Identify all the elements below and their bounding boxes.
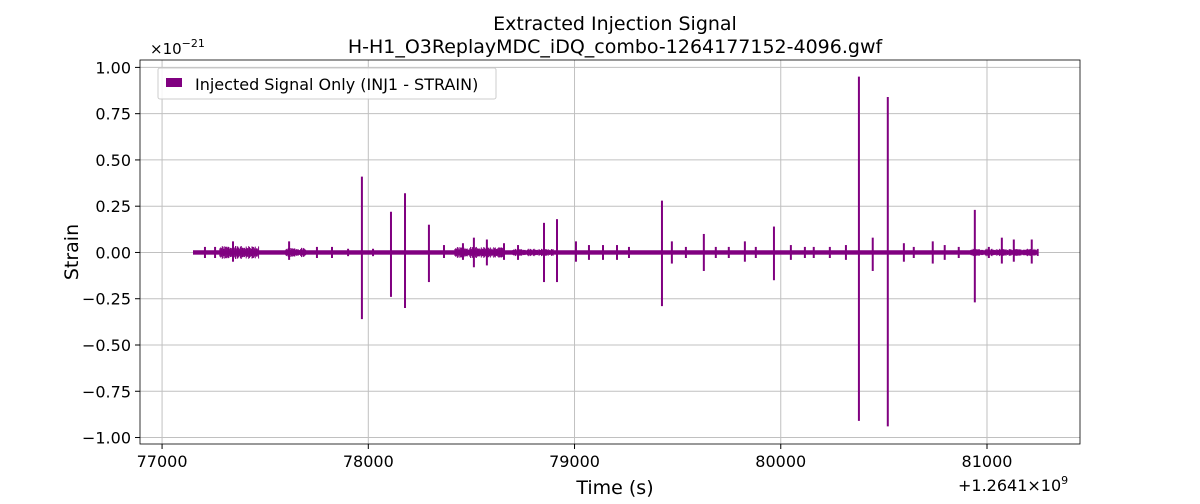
y-axis-label: Strain xyxy=(61,224,83,280)
y-tick-label: −0.75 xyxy=(82,382,131,401)
y-tick-label: 0.00 xyxy=(95,243,131,262)
y-tick-label: −1.00 xyxy=(82,429,131,448)
y-tick-label: 0.25 xyxy=(95,197,131,216)
legend-entry: Injected Signal Only (INJ1 - STRAIN) xyxy=(195,75,478,94)
x-tick-label: 79000 xyxy=(549,452,600,471)
legend: Injected Signal Only (INJ1 - STRAIN) xyxy=(157,67,497,100)
series-injected-signal xyxy=(193,76,1039,427)
signal-baseline xyxy=(193,250,1039,255)
y-tick-label: 0.75 xyxy=(95,105,131,124)
x-offset-label: +1.2641×109 xyxy=(958,474,1068,495)
x-tick-label: 78000 xyxy=(343,452,394,471)
y-axis: 1.00 0.75 0.50 0.25 0.00 −0.25 −0.50 −0.75 −1.00 xyxy=(82,58,140,448)
y-tick-label: −0.50 xyxy=(82,336,131,355)
chart-subtitle: H-H1_O3ReplayMDC_iDQ_combo-1264177152-40… xyxy=(348,36,884,58)
y-tick-label: −0.25 xyxy=(82,290,131,309)
legend-box xyxy=(157,67,497,100)
x-axis-label: Time (s) xyxy=(575,477,653,499)
y-tick-label: 0.50 xyxy=(95,151,131,170)
y-tick-label: 1.00 xyxy=(95,58,131,77)
chart-title: Extracted Injection Signal xyxy=(493,13,737,35)
y-scale-label: ×10−21 xyxy=(150,37,205,58)
x-tick-label: 77000 xyxy=(137,452,188,471)
legend-swatch xyxy=(166,78,182,87)
x-tick-label: 80000 xyxy=(755,452,806,471)
x-tick-label: 81000 xyxy=(962,452,1013,471)
x-axis: 77000 78000 79000 80000 81000 xyxy=(137,444,1013,471)
